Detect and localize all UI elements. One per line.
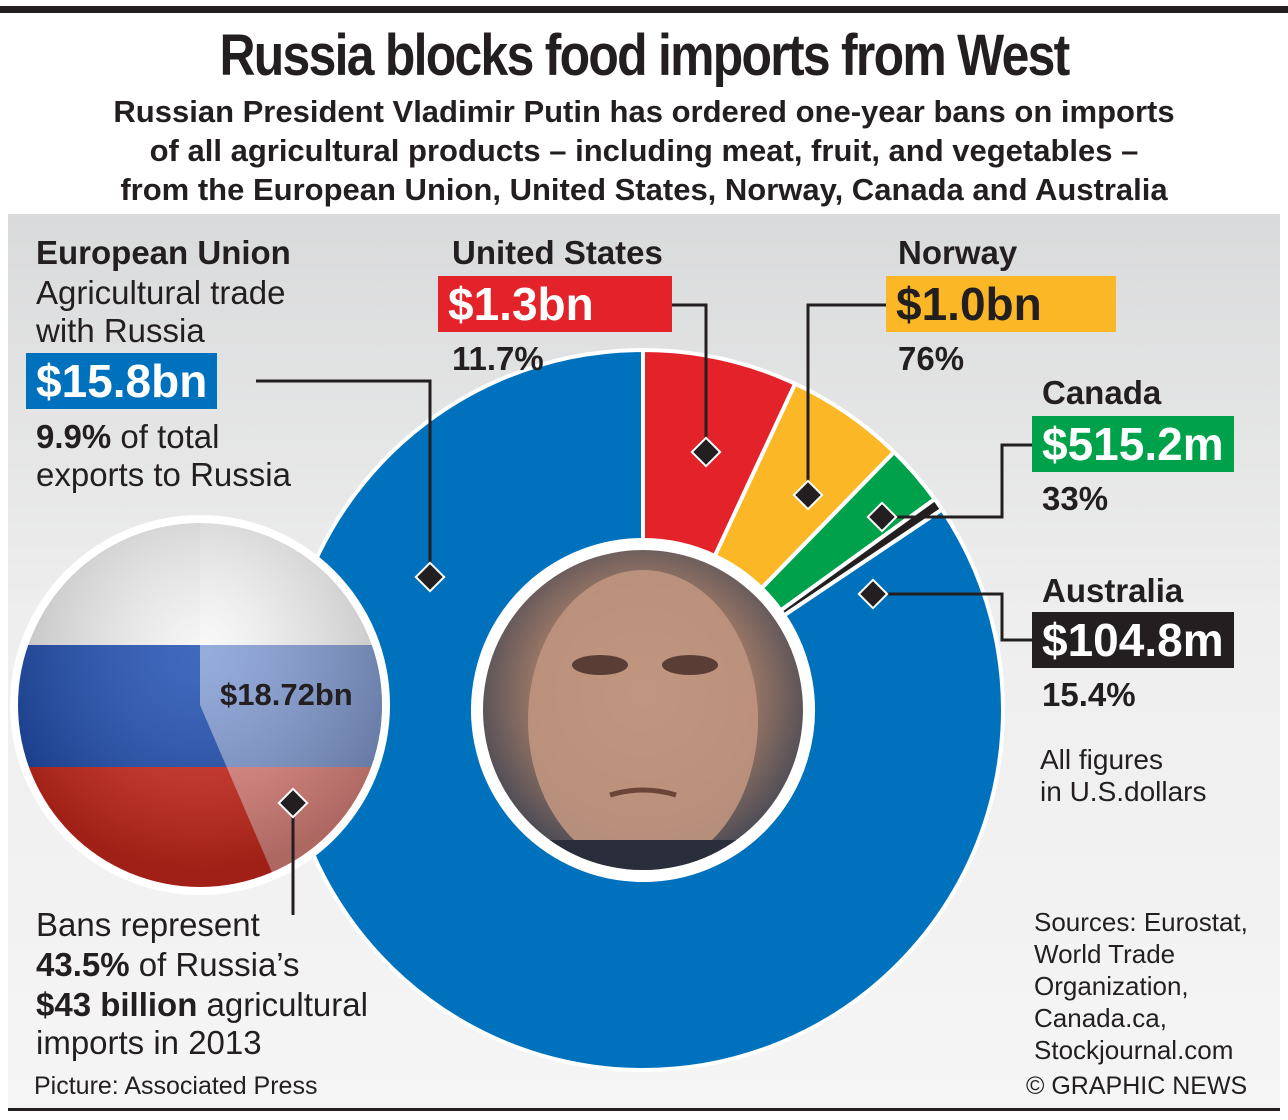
subtitle-line: from the European Union, United States, … [120, 172, 1168, 207]
canada-leader-line [882, 443, 1032, 519]
canada-pct: 33% [1042, 480, 1109, 517]
eu-pct: 9.9% [36, 418, 112, 455]
eu-pct-line: 9.9% of total [36, 418, 219, 456]
leader-markers [277, 436, 898, 819]
subtitle-line: of all agricultural products – including… [149, 133, 1139, 168]
us-pct: 11.7% [452, 340, 544, 377]
norway-leader-line [806, 303, 886, 495]
us-value-box: $1.3bn [438, 276, 672, 332]
bans-line-rest: of Russia’s [129, 946, 300, 983]
us-marker [690, 436, 722, 468]
sources-line: Organization, [1034, 971, 1189, 1001]
eu-desc-line: with Russia [36, 312, 205, 349]
bans-line-rest: agricultural [197, 986, 368, 1023]
leader-lines [256, 303, 1032, 915]
sources-line: World Trade [1034, 939, 1176, 969]
eu-leader-line [256, 379, 432, 577]
eu-desc-line: Agricultural trade [36, 274, 286, 311]
bans-line: Bans represent [36, 906, 260, 943]
us-name: United States [452, 234, 663, 271]
norway-marker [792, 479, 824, 511]
eu-value-box: $15.8bn [26, 353, 218, 409]
note-line: in U.S.dollars [1040, 776, 1207, 807]
bans-pct: 43.5% [36, 946, 130, 983]
bans-line: $43 billion agricultural [36, 986, 368, 1024]
norway-name: Norway [898, 234, 1018, 271]
eu-name: European Union [36, 234, 291, 271]
flag-marker [277, 787, 309, 819]
norway-pct: 76% [898, 340, 965, 377]
note-line: All figures [1040, 744, 1163, 775]
us-leader-line [672, 303, 708, 452]
eu-marker [414, 561, 446, 593]
sources-line: Canada.ca, [1034, 1003, 1167, 1033]
flag-pie-label: $18.72bn [220, 677, 353, 712]
copyright: © GRAPHIC NEWS [1026, 1072, 1248, 1100]
top-rule [0, 6, 1288, 13]
subtitle-line: Russian President Vladimir Putin has ord… [113, 94, 1175, 129]
page-title: Russia blocks food imports from West [219, 23, 1070, 88]
australia-name: Australia [1042, 572, 1184, 609]
australia-pct: 15.4% [1042, 676, 1136, 713]
australia-leader-line [873, 592, 1032, 642]
photo-credit: Picture: Associated Press [34, 1072, 318, 1100]
leader-photo [483, 550, 803, 870]
canada-marker [866, 501, 898, 533]
australia-marker [857, 578, 889, 610]
bans-amount: $43 billion [36, 986, 198, 1023]
bans-line: 43.5% of Russia’s [36, 946, 300, 984]
australia-value-box: $104.8m [1032, 612, 1234, 668]
subtitle: Russian President Vladimir Putin has ord… [20, 92, 1268, 209]
bans-line: imports in 2013 [36, 1024, 262, 1061]
eu-pct-desc: of total [111, 418, 220, 455]
sources-line: Stockjournal.com [1034, 1035, 1234, 1065]
sources-line: Sources: Eurostat, [1034, 907, 1248, 937]
eu-pct-desc-line: exports to Russia [36, 456, 291, 493]
canada-value-box: $515.2m [1032, 416, 1234, 472]
canada-name: Canada [1042, 374, 1162, 411]
norway-value-box: $1.0bn [886, 276, 1116, 332]
